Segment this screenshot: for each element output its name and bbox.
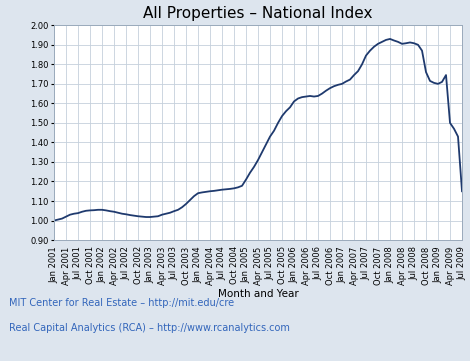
Title: All Properties – National Index: All Properties – National Index bbox=[143, 6, 373, 21]
Text: Real Capital Analytics (RCA) – http://www.rcanalytics.com: Real Capital Analytics (RCA) – http://ww… bbox=[9, 323, 290, 333]
Text: MIT Center for Real Estate – http://mit.edu/cre: MIT Center for Real Estate – http://mit.… bbox=[9, 298, 235, 308]
X-axis label: Month and Year: Month and Year bbox=[218, 289, 298, 299]
